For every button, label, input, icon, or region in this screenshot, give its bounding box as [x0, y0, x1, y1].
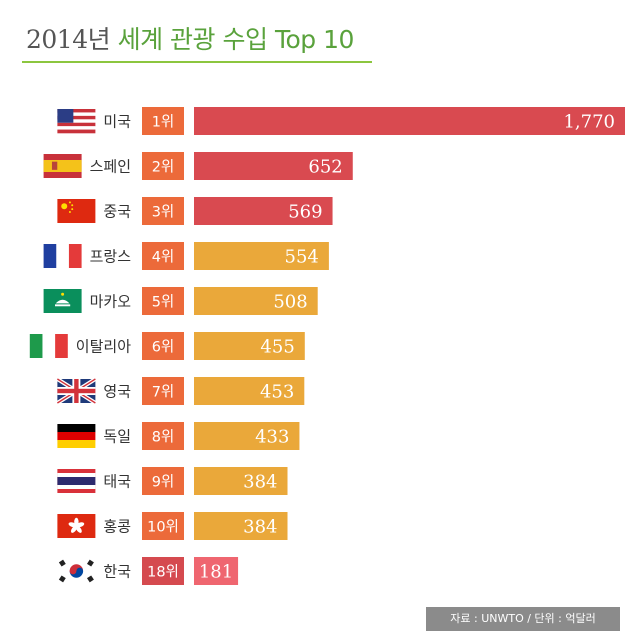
rank-badge [142, 377, 184, 405]
rank-badge [142, 287, 184, 315]
uk-flag-icon [56, 377, 97, 405]
value-label: 1,770 [563, 112, 615, 133]
germany-flag-icon [57, 424, 96, 448]
country-name: 스페인 [90, 158, 131, 176]
macau-flag-icon [43, 289, 82, 313]
title-highlight-top10: Top 10 [274, 25, 354, 54]
bar [194, 287, 318, 315]
rank-label: 4위 [152, 249, 175, 266]
value-label: 384 [243, 517, 277, 538]
bar [194, 332, 305, 360]
rank-label: 1위 [152, 114, 175, 131]
rank-label: 3위 [152, 204, 175, 221]
bar [194, 152, 353, 180]
rank-label: 8위 [152, 429, 175, 446]
value-label: 384 [243, 472, 277, 493]
bar [194, 197, 333, 225]
source-note: 자료 : UNWTO / 단위 : 억달러 [426, 607, 620, 631]
rank-badge [142, 557, 184, 585]
bar [194, 377, 305, 405]
value-label: 453 [260, 382, 294, 403]
value-label: 569 [288, 202, 322, 223]
rank-label: 9위 [152, 474, 175, 491]
country-name: 마카오 [90, 293, 132, 311]
rank-badge [142, 512, 184, 540]
rank-label: 6위 [152, 339, 175, 356]
country-name: 독일 [103, 428, 131, 446]
rank-label: 5위 [152, 294, 175, 311]
value-label: 554 [285, 247, 319, 268]
us-flag-icon [57, 109, 96, 134]
value-label: 508 [273, 292, 307, 313]
bar-chart: 미국 1위 1,770 스페인 2위 652 중국 3위 569 프랑스 4위 554 마카오 5위 508… [29, 107, 625, 585]
country-name: 영국 [103, 383, 131, 401]
rank-badge [142, 467, 184, 495]
rank-label: 18위 [147, 564, 179, 581]
value-label: 181 [199, 562, 233, 583]
bar [194, 422, 300, 450]
country-name: 이탈리아 [76, 338, 131, 356]
value-label: 433 [255, 427, 289, 448]
country-name: 태국 [103, 473, 131, 491]
rank-badge [142, 197, 184, 225]
country-name: 한국 [103, 563, 131, 581]
country-name: 홍콩 [103, 518, 131, 536]
rank-label: 10위 [147, 519, 179, 536]
rank-badge [142, 152, 184, 180]
france-flag-icon [43, 244, 82, 268]
spain-flag-icon [43, 154, 82, 178]
rank-label: 7위 [152, 384, 175, 401]
korea-flag-icon [57, 559, 96, 583]
rank-label: 2위 [152, 159, 175, 176]
italy-flag-icon [29, 334, 68, 358]
rank-badge [142, 242, 184, 270]
bar [194, 467, 288, 495]
title-year: 2014년 [26, 25, 111, 54]
rank-badge [142, 422, 184, 450]
title-highlight: 세계 관광 수입 [117, 25, 268, 54]
bar [194, 107, 625, 135]
bar [194, 512, 288, 540]
country-name: 프랑스 [90, 248, 132, 266]
rank-badge [142, 332, 184, 360]
title-underline [22, 61, 372, 63]
value-label: 455 [260, 337, 294, 358]
hongkong-flag-icon [57, 514, 96, 538]
thailand-flag-icon [57, 469, 96, 493]
bar [194, 557, 239, 585]
country-name: 미국 [103, 113, 131, 131]
bar [194, 242, 329, 270]
value-label: 652 [308, 157, 342, 178]
chart-title: 2014년 세계 관광 수입 Top 10 [26, 22, 354, 58]
country-name: 중국 [103, 203, 131, 221]
rank-badge [142, 107, 184, 135]
china-flag-icon [57, 199, 96, 223]
